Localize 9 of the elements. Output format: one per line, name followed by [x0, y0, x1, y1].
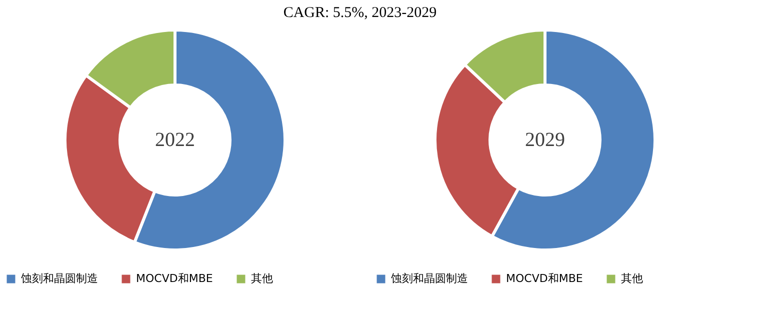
legend-label: 蚀刻和晶圆制造 — [21, 272, 98, 285]
legend-label: 其他 — [621, 272, 643, 285]
legend-label: MOCVD和MBE — [506, 272, 583, 285]
text: 2029 — [525, 129, 565, 151]
legend-label: 其他 — [251, 272, 273, 285]
slice-label: 蚀刻和晶圆制造 — [391, 272, 468, 285]
text: 2022 — [155, 129, 195, 151]
legend-label: MOCVD和MBE — [136, 272, 213, 285]
chart-title: CAGR: 5.5%, 2023-2029 — [283, 5, 437, 21]
